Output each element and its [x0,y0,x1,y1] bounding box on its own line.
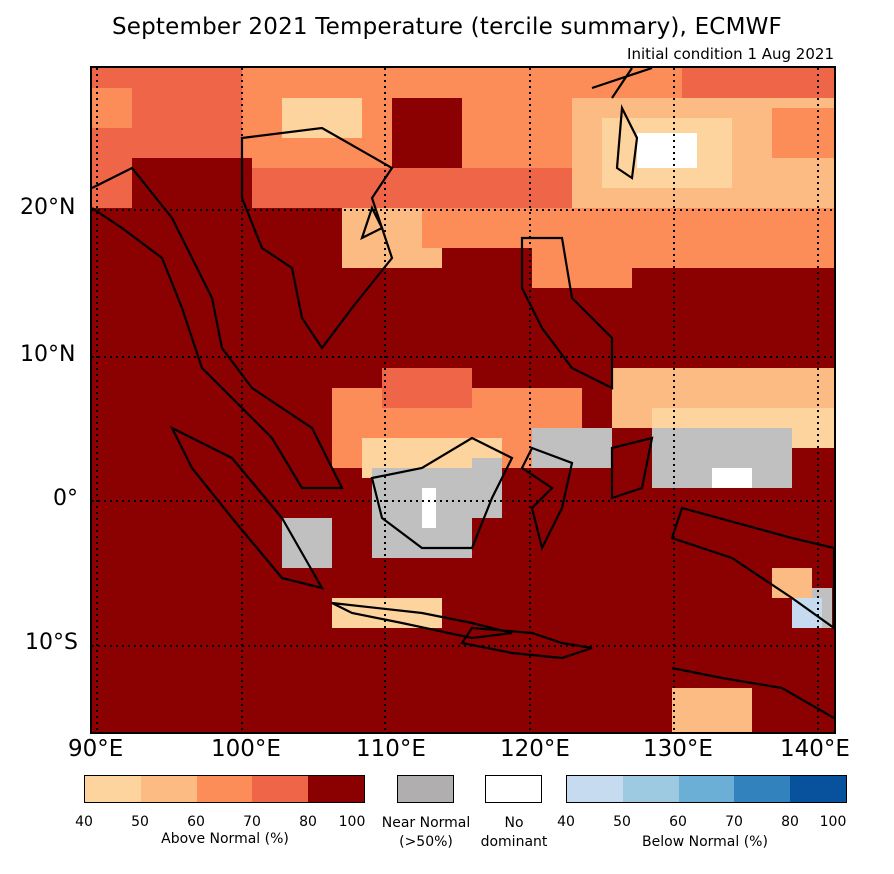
coastlines [92,68,834,719]
lon-label-90e: 90°E [68,736,124,762]
lon-label-140e: 140°E [780,736,850,762]
above-tick-80: 80 [299,814,317,830]
near-normal-swatch [397,775,454,803]
below-normal-colorbar [566,775,847,803]
above-tick-60: 60 [187,814,205,830]
no-dominant-swatch [485,775,542,803]
above-tick-100: 100 [338,814,366,830]
gridlines [92,68,834,732]
lat-label-10n: 10°N [20,342,76,367]
below-tick-70: 70 [725,814,743,830]
below-tick-50: 50 [613,814,631,830]
near-normal-label: Near Normal (>50%) [372,814,480,852]
lat-label-0: 0° [53,486,78,511]
lat-label-10s: 10°S [25,630,78,655]
near-normal-line1: Near Normal [381,815,471,831]
below-tick-80: 80 [781,814,799,830]
below-tick-40: 40 [557,814,575,830]
above-tick-40: 40 [75,814,93,830]
tercile-map [90,66,836,734]
lon-label-110e: 110°E [356,736,426,762]
near-normal-line2: (>50%) [399,834,453,850]
above-normal-colorbar [84,775,365,803]
above-tick-50: 50 [131,814,149,830]
lat-label-20n: 20°N [20,195,76,220]
initial-condition-label: Initial condition 1 Aug 2021 [627,45,834,63]
no-dominant-label: No dominant [470,814,558,852]
above-normal-south-region [332,568,822,732]
lon-label-130e: 130°E [643,736,713,762]
map-title: September 2021 Temperature (tercile summ… [111,14,782,40]
map-canvas [92,68,834,732]
below-tick-100: 100 [819,814,847,830]
lon-label-120e: 120°E [500,736,570,762]
below-normal-label: Below Normal (%) [642,834,768,850]
no-dominant-line1: No [504,815,524,831]
near-normal-zones [282,428,832,628]
no-dominant-line2: dominant [480,834,548,850]
above-normal-label: Above Normal (%) [161,831,289,847]
lon-label-100e: 100°E [211,736,281,762]
above-tick-70: 70 [243,814,261,830]
below-tick-60: 60 [669,814,687,830]
above-normal-north-region [92,68,834,308]
